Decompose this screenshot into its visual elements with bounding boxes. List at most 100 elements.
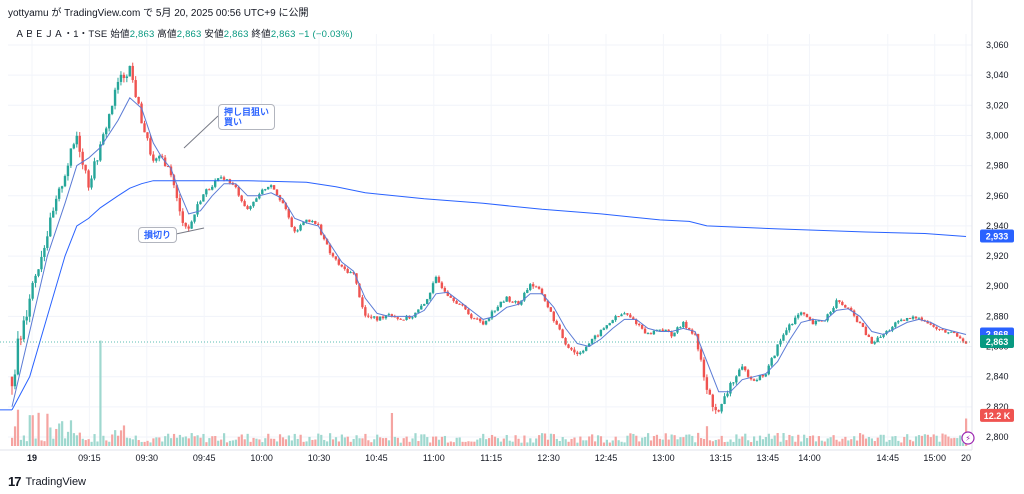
volume-bar	[278, 434, 282, 446]
candle-body	[761, 374, 765, 377]
candle-body	[623, 313, 626, 315]
lightning-icon[interactable]	[961, 431, 975, 445]
volume-bar	[199, 437, 202, 446]
volume-bar	[649, 440, 653, 446]
volume-bar	[349, 441, 352, 446]
volume-bar	[72, 433, 76, 446]
candle-body	[841, 301, 844, 306]
volume-bar	[117, 435, 120, 446]
candle-body	[105, 128, 108, 135]
volume-bar	[114, 430, 117, 446]
volume-bar	[252, 437, 255, 446]
volume-bar	[249, 441, 252, 446]
volume-bar	[726, 441, 729, 446]
candle-body	[711, 394, 714, 407]
volume-bar	[443, 435, 447, 446]
volume-bar	[337, 441, 341, 446]
candle-body	[81, 151, 84, 165]
candle-body	[322, 234, 326, 240]
candle-body	[608, 323, 611, 326]
volume-bar	[25, 441, 28, 446]
volume-bar	[841, 438, 844, 446]
volume-bar	[323, 439, 326, 446]
volume-bar	[785, 440, 788, 446]
volume-bar	[596, 435, 600, 446]
volume-bar	[770, 438, 773, 446]
candle-body	[752, 379, 756, 381]
candle-body	[511, 301, 514, 303]
volume-bar	[859, 433, 862, 446]
annotation-stop-loss[interactable]: 損切り	[138, 227, 178, 243]
candle-body	[370, 316, 373, 318]
candle-body	[340, 264, 343, 267]
volume-bar	[641, 437, 644, 446]
volume-bar	[237, 436, 240, 446]
x-tick-label: 15:00	[923, 453, 946, 463]
volume-bar	[175, 437, 179, 446]
volume-bar	[900, 442, 903, 446]
volume-bar	[399, 442, 402, 446]
volume-bar	[670, 434, 673, 446]
candle-body	[361, 297, 364, 308]
candle-body	[558, 324, 561, 330]
volume-bar	[149, 442, 152, 446]
candle-body	[496, 306, 500, 311]
candle-body	[305, 219, 308, 223]
volume-bar	[246, 433, 249, 446]
volume-bar	[505, 434, 508, 446]
volume-bar	[446, 442, 449, 446]
volume-bar	[499, 441, 502, 446]
candle-body	[643, 328, 647, 334]
candle-body	[785, 330, 788, 335]
candle-body	[738, 369, 741, 377]
candle-body	[529, 284, 532, 290]
volume-bar	[632, 433, 635, 446]
candle-body	[587, 343, 591, 347]
volume-bar	[305, 441, 308, 446]
candle-body	[57, 188, 61, 199]
candle-body	[196, 204, 199, 215]
candle-body	[446, 291, 449, 296]
volume-bar	[629, 433, 632, 446]
candle-body	[72, 144, 76, 149]
volume-bar	[611, 440, 614, 446]
candle-body	[16, 338, 20, 375]
candle-body	[178, 198, 182, 212]
x-tick-label: 14:00	[798, 453, 821, 463]
volume-bar	[187, 438, 190, 446]
volume-bar	[158, 437, 161, 446]
volume-bar	[473, 441, 476, 446]
candle-body	[481, 321, 485, 325]
annotation-buy-the-dip[interactable]: 押し目狙い 買い	[218, 104, 276, 130]
volume-bar	[393, 436, 396, 446]
volume-bar	[923, 434, 926, 446]
volume-bar	[276, 441, 279, 446]
volume-bar	[396, 437, 399, 446]
candle-body	[679, 327, 682, 329]
volume-bar	[950, 438, 953, 446]
volume-bar	[926, 434, 929, 446]
candle-body	[281, 200, 285, 204]
candle-body	[417, 309, 420, 313]
volume-bar	[373, 439, 376, 446]
volume-bar	[788, 434, 791, 446]
candle-body	[855, 315, 859, 322]
candle-body	[696, 334, 700, 350]
candle-body	[561, 329, 564, 339]
candle-body	[19, 338, 23, 340]
volume-bar	[685, 434, 688, 446]
volume-bar	[935, 435, 938, 446]
candle-body	[590, 338, 594, 344]
candle-body	[593, 335, 597, 339]
candle-body	[155, 158, 158, 161]
candle-body	[243, 201, 246, 207]
candle-body	[891, 326, 894, 331]
x-tick-label: 10:45	[365, 453, 388, 463]
volume-bar	[555, 438, 558, 446]
candle-body	[296, 230, 299, 232]
candle-body	[832, 307, 835, 313]
volume-bar	[52, 438, 55, 446]
volume-bar	[867, 436, 871, 446]
volume-bar	[46, 413, 49, 446]
